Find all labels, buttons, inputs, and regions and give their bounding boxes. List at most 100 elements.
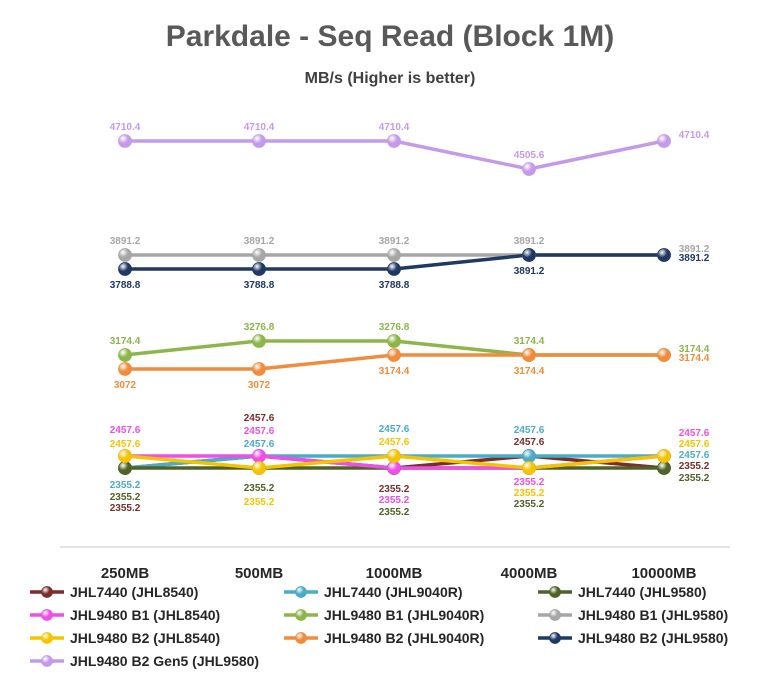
data-label-jhl9480-b1-jhl9040r-250mb: 3174.4 xyxy=(110,336,141,347)
data-label-jhl9480-b1-jhl9040r-10000mb: 3174.4 xyxy=(679,344,710,355)
data-label-jhl9480-b2-jhl9040r-250mb: 3072 xyxy=(114,380,137,391)
legend-label: JHL7440 (JHL8540) xyxy=(70,584,199,600)
data-label-cluster-4000mb-2: 2355.2 xyxy=(514,477,545,488)
data-label-jhl9480-b2-jhl9040r-10000mb: 3174.4 xyxy=(679,353,710,364)
data-point-jhl9480-b2-jhl9580-1000mb xyxy=(387,262,401,276)
data-label-jhl9480-b2-jhl9580-1000mb: 3788.8 xyxy=(379,280,410,291)
legend-label: JHL9480 B1 (JHL9580) xyxy=(578,607,729,623)
legend-swatch-jhl7440-jhl9580 xyxy=(538,586,572,598)
data-label-jhl9480-b1-jhl9580-500mb: 3891.2 xyxy=(244,236,275,247)
chart-title: Parkdale - Seq Read (Block 1M) xyxy=(165,20,615,53)
data-label-cluster-250mb-0: 2457.6 xyxy=(110,425,141,436)
data-label-cluster-4000mb-4: 2355.2 xyxy=(514,499,545,510)
legend-item-jhl9480-b1-jhl9040r: JHL9480 B1 (JHL9040R) xyxy=(282,605,484,625)
data-label-jhl9480-b1-jhl9040r-4000mb: 3174.4 xyxy=(514,336,545,347)
legend-item-jhl7440-jhl9040r: JHL7440 (JHL9040R) xyxy=(282,582,463,602)
data-label-cluster-10000mb-1: 2457.6 xyxy=(679,439,710,450)
data-point-jhl9480-b2-jhl9040r-250mb xyxy=(118,362,132,376)
data-point-jhl9480-b1-jhl9040r-250mb xyxy=(118,348,132,362)
legend-item-jhl7440-jhl9580: JHL7440 (JHL9580) xyxy=(536,582,706,602)
chart-subtitle: MB/s (Higher is better) xyxy=(304,70,476,87)
data-point-jhl9480-b1-jhl9040r-1000mb xyxy=(387,334,401,348)
data-label-jhl9480-b2-jhl9040r-4000mb: 3174.4 xyxy=(514,366,545,377)
legend-swatch-jhl9480-b2-jhl8540 xyxy=(30,632,64,644)
data-point-jhl9480-b2-gen5-jhl9580-500mb xyxy=(252,134,266,148)
data-label-cluster-250mb-1: 2457.6 xyxy=(110,439,141,450)
data-point-jhl9480-b2-jhl9040r-4000mb xyxy=(522,348,536,362)
data-label-cluster-250mb-4: 2355.2 xyxy=(110,503,141,514)
data-label-cluster-10000mb-0: 2457.6 xyxy=(679,428,710,439)
legend-swatch-jhl9480-b1-jhl9040r xyxy=(284,609,318,621)
data-point-jhl9480-b2-jhl9580-10000mb xyxy=(657,248,671,262)
data-point-jhl7440-jhl9040r-4000mb xyxy=(522,449,536,463)
legend-swatch-jhl9480-b2-jhl9040r xyxy=(284,632,318,644)
x-tick-label-4000mb: 4000MB xyxy=(501,565,558,582)
data-point-jhl9480-b2-jhl9040r-10000mb xyxy=(657,348,671,362)
data-point-jhl9480-b1-jhl9580-1000mb xyxy=(387,248,401,262)
x-tick-label-10000mb: 10000MB xyxy=(631,565,696,582)
legend-label: JHL7440 (JHL9040R) xyxy=(324,584,463,600)
data-point-jhl9480-b2-jhl9580-4000mb xyxy=(522,248,536,262)
data-label-jhl9480-b2-gen5-jhl9580-10000mb: 4710.4 xyxy=(679,130,710,141)
data-label-cluster-1000mb-4: 2355.2 xyxy=(379,507,410,518)
data-label-jhl9480-b2-jhl9040r-1000mb: 3174.4 xyxy=(379,366,410,377)
legend-item-jhl9480-b2-gen5-jhl9580: JHL9480 B2 Gen5 (JHL9580) xyxy=(28,651,259,671)
data-point-jhl9480-b1-jhl9580-250mb xyxy=(118,248,132,262)
data-label-cluster-4000mb-3: 2355.2 xyxy=(514,488,545,499)
legend-swatch-jhl9480-b1-jhl8540 xyxy=(30,609,64,621)
data-label-jhl9480-b2-gen5-jhl9580-4000mb: 4505.6 xyxy=(514,150,545,161)
data-label-jhl9480-b2-jhl9580-10000mb: 3891.2 xyxy=(679,253,710,264)
legend-swatch-jhl9480-b1-jhl9580 xyxy=(538,609,572,621)
data-label-jhl9480-b1-jhl9580-1000mb: 3891.2 xyxy=(379,236,410,247)
data-label-jhl9480-b2-gen5-jhl9580-1000mb: 4710.4 xyxy=(379,122,410,133)
legend-label: JHL9480 B2 (JHL9040R) xyxy=(324,630,485,646)
data-label-jhl9480-b2-gen5-jhl9580-500mb: 4710.4 xyxy=(244,122,275,133)
data-point-jhl9480-b2-jhl8540-4000mb xyxy=(522,461,536,475)
legend-swatch-jhl9480-b2-jhl9580 xyxy=(538,632,572,644)
data-point-jhl9480-b2-jhl8540-250mb xyxy=(118,449,132,463)
chart-legend: JHL7440 (JHL8540) JHL7440 (JHL9040R) JHL74… xyxy=(0,582,780,674)
legend-item-jhl9480-b1-jhl9580: JHL9480 B1 (JHL9580) xyxy=(536,605,728,625)
data-label-cluster-500mb-4: 2355.2 xyxy=(244,497,275,508)
data-point-jhl9480-b1-jhl8540-500mb xyxy=(252,449,266,463)
data-label-cluster-4000mb-0: 2457.6 xyxy=(514,425,545,436)
data-label-jhl9480-b2-jhl9580-500mb: 3788.8 xyxy=(244,280,275,291)
data-label-cluster-10000mb-4: 2355.2 xyxy=(679,473,710,484)
data-point-jhl9480-b2-gen5-jhl9580-4000mb xyxy=(522,162,536,176)
data-label-jhl9480-b2-gen5-jhl9580-250mb: 4710.4 xyxy=(110,122,141,133)
data-point-jhl9480-b2-jhl8540-1000mb xyxy=(387,449,401,463)
data-label-cluster-500mb-1: 2457.6 xyxy=(244,426,275,437)
data-label-cluster-10000mb-3: 2355.2 xyxy=(679,461,710,472)
data-point-jhl9480-b2-jhl9580-250mb xyxy=(118,262,132,276)
data-point-jhl9480-b2-jhl9580-500mb xyxy=(252,262,266,276)
legend-item-jhl7440-jhl8540: JHL7440 (JHL8540) xyxy=(28,582,198,602)
data-label-cluster-250mb-3: 2355.2 xyxy=(110,492,141,503)
legend-swatch-jhl9480-b2-gen5-jhl9580 xyxy=(30,655,64,667)
data-label-cluster-500mb-0: 2457.6 xyxy=(244,413,275,424)
legend-item-jhl9480-b2-jhl8540: JHL9480 B2 (JHL8540) xyxy=(28,628,220,648)
data-label-cluster-500mb-2: 2457.6 xyxy=(244,439,275,450)
data-label-cluster-1000mb-1: 2457.6 xyxy=(379,437,410,448)
x-tick-label-500mb: 500MB xyxy=(235,565,284,582)
data-point-jhl9480-b1-jhl9580-500mb xyxy=(252,248,266,262)
legend-label: JHL9480 B2 (JHL9580) xyxy=(578,630,729,646)
data-label-cluster-4000mb-1: 2457.6 xyxy=(514,437,545,448)
data-point-jhl9480-b2-gen5-jhl9580-10000mb xyxy=(657,134,671,148)
legend-swatch-jhl7440-jhl8540 xyxy=(30,586,64,598)
data-point-jhl9480-b1-jhl9040r-500mb xyxy=(252,334,266,348)
legend-item-jhl9480-b1-jhl8540: JHL9480 B1 (JHL8540) xyxy=(28,605,220,625)
data-point-jhl9480-b2-jhl9040r-1000mb xyxy=(387,348,401,362)
data-label-cluster-250mb-2: 2355.2 xyxy=(110,480,141,491)
data-label-cluster-1000mb-3: 2355.2 xyxy=(379,495,410,506)
legend-item-jhl9480-b2-jhl9580: JHL9480 B2 (JHL9580) xyxy=(536,628,728,648)
legend-label: JHL7440 (JHL9580) xyxy=(578,584,707,600)
data-point-jhl9480-b2-gen5-jhl9580-1000mb xyxy=(387,134,401,148)
data-label-jhl9480-b1-jhl9580-10000mb: 3891.2 xyxy=(679,244,710,255)
legend-label: JHL9480 B1 (JHL8540) xyxy=(70,607,221,623)
data-label-cluster-500mb-3: 2355.2 xyxy=(244,483,275,494)
data-label-jhl9480-b2-jhl9580-250mb: 3788.8 xyxy=(110,280,141,291)
legend-label: JHL9480 B2 Gen5 (JHL9580) xyxy=(70,653,260,669)
x-tick-label-250mb: 250MB xyxy=(101,565,150,582)
data-point-jhl7440-jhl9580-250mb xyxy=(118,461,132,475)
